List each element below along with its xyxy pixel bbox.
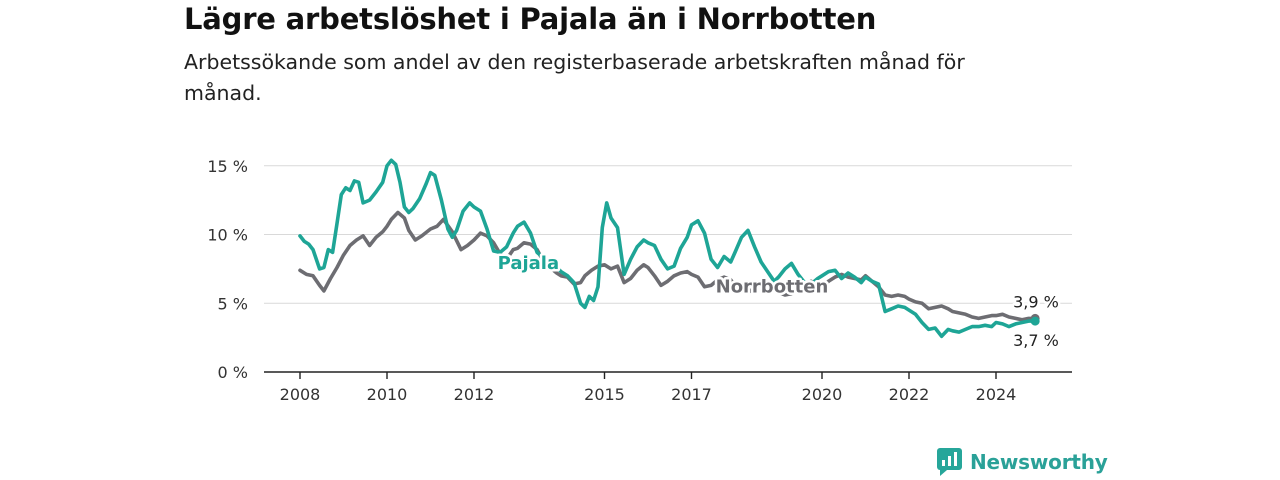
gridlines	[264, 165, 1072, 373]
y-axis-ticks: 0 % 5 % 10 % 15 %	[207, 157, 248, 382]
x-tick-label: 2017	[671, 385, 712, 404]
x-tick-label: 2008	[280, 385, 321, 404]
series-labels: Pajala Norrbotten 3,9 % 3,7 %	[495, 250, 1061, 352]
x-tick-label: 2024	[976, 385, 1017, 404]
y-tick-label: 5 %	[218, 294, 248, 313]
x-tick-label: 2012	[454, 385, 495, 404]
y-tick-label: 15 %	[207, 157, 248, 176]
series-label-pajala: Pajala	[498, 253, 560, 274]
y-tick-label: 10 %	[207, 226, 248, 245]
series-line-pajala	[298, 158, 1037, 339]
chart-title: Lägre arbetslöshet i Pajala än i Norrbot…	[184, 2, 877, 36]
end-value-norrbotten: 3,9 %	[1013, 292, 1059, 311]
chart-subtitle: Arbetssökande som andel av den registerb…	[184, 50, 965, 105]
y-tick-label: 0 %	[218, 363, 248, 382]
x-tick-label: 2020	[802, 385, 843, 404]
series-label-norrbotten: Norrbotten	[716, 276, 829, 297]
end-value-pajala: 3,7 %	[1013, 331, 1059, 350]
x-tick-label: 2010	[367, 385, 408, 404]
newsworthy-logo-icon	[937, 448, 962, 476]
series-line-norrbotten	[298, 210, 1037, 322]
x-tick-label: 2022	[889, 385, 930, 404]
newsworthy-logo: Newsworthy	[937, 448, 1108, 476]
series-end-dot-pajala	[1030, 316, 1040, 326]
series-lines	[298, 158, 1040, 339]
newsworthy-logo-text: Newsworthy	[970, 450, 1108, 474]
x-axis-ticks: 2008 2010 2012 2015 2017 2020 2022 2024	[280, 372, 1017, 404]
x-tick-label: 2015	[584, 385, 625, 404]
